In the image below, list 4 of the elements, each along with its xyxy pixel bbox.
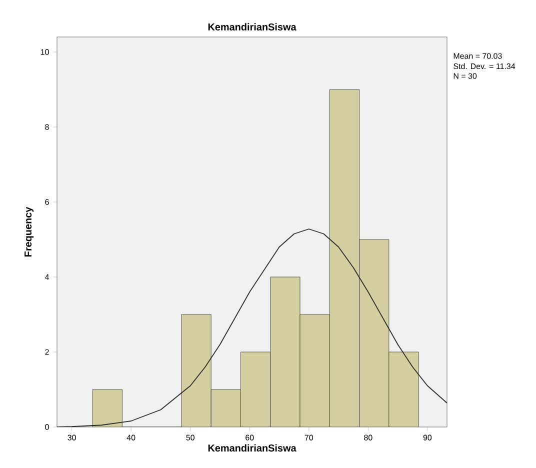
- y-axis-title: Frequency: [24, 206, 34, 257]
- line-series: [57, 228, 448, 427]
- chart-title: KemandirianSiswa: [208, 23, 296, 30]
- x-axis-title: KemandirianSiswa: [208, 444, 296, 452]
